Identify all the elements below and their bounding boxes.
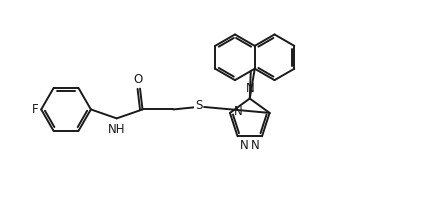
Text: O: O <box>133 73 142 86</box>
Text: NH: NH <box>108 123 126 136</box>
Text: F: F <box>32 103 38 116</box>
Text: S: S <box>195 99 202 113</box>
Text: N: N <box>234 105 242 118</box>
Text: N: N <box>246 82 254 95</box>
Text: N: N <box>240 139 249 152</box>
Text: N: N <box>251 139 259 152</box>
